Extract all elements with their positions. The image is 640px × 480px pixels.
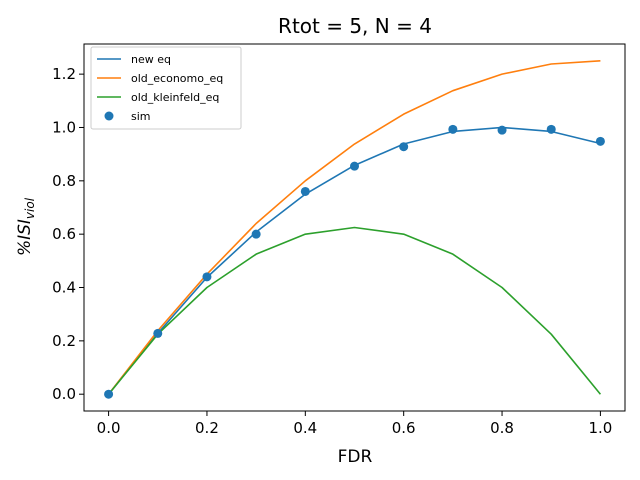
series-3-point-6 bbox=[399, 142, 409, 152]
y-tick-label-2: 0.4 bbox=[52, 279, 76, 297]
x-tick-label-2: 0.4 bbox=[293, 419, 317, 437]
legend-label-3: sim bbox=[131, 110, 151, 123]
axes-frame bbox=[83, 43, 626, 412]
legend-box bbox=[90, 46, 242, 130]
legend-swatch-3 bbox=[104, 111, 114, 121]
series-3-point-1 bbox=[153, 328, 163, 338]
y-axis-label: %ISIviol bbox=[15, 197, 37, 256]
x-tick-label-0: 0.0 bbox=[97, 419, 121, 437]
x-tick-label-3: 0.6 bbox=[392, 419, 416, 437]
series-3-point-10 bbox=[595, 136, 605, 146]
legend-label-1: old_economo_eq bbox=[131, 72, 223, 85]
series-3-point-8 bbox=[497, 125, 507, 135]
series-3-point-4 bbox=[300, 186, 310, 196]
legend-label-0: new eq bbox=[131, 53, 171, 66]
y-axis-label-sub: viol bbox=[23, 197, 37, 219]
series-3-point-5 bbox=[350, 161, 359, 171]
plot-area bbox=[104, 60, 605, 399]
x-tick-label-4: 0.8 bbox=[490, 419, 514, 437]
x-axis-ticks: 0.0 0.2 0.4 0.6 0.8 1.0 bbox=[97, 411, 612, 437]
series-3-point-0 bbox=[104, 389, 114, 399]
chart-title: Rtot = 5, N = 4 bbox=[278, 14, 432, 38]
y-axis-label-main: %ISI bbox=[15, 219, 35, 256]
x-tick-label-5: 1.0 bbox=[588, 419, 612, 437]
series-3-point-9 bbox=[546, 124, 556, 134]
y-tick-label-1: 0.2 bbox=[52, 332, 76, 350]
series-3-point-3 bbox=[251, 229, 261, 239]
series-3-point-7 bbox=[448, 124, 458, 134]
y-tick-label-3: 0.6 bbox=[52, 225, 76, 243]
x-axis-label: FDR bbox=[338, 447, 373, 467]
y-tick-label-5: 1.0 bbox=[52, 118, 76, 136]
series-line-2 bbox=[107, 226, 602, 395]
y-tick-label-0: 0.0 bbox=[52, 385, 76, 403]
x-tick-label-1: 0.2 bbox=[195, 419, 219, 437]
y-tick-label-6: 1.2 bbox=[52, 65, 76, 83]
series-3-point-2 bbox=[202, 272, 212, 282]
legend-label-2: old_kleinfeld_eq bbox=[131, 91, 219, 104]
series-line-1 bbox=[107, 60, 601, 395]
y-tick-label-4: 0.8 bbox=[52, 172, 76, 190]
y-axis-ticks: 0.0 0.2 0.4 0.6 0.8 1.0 1.2 bbox=[52, 65, 84, 403]
